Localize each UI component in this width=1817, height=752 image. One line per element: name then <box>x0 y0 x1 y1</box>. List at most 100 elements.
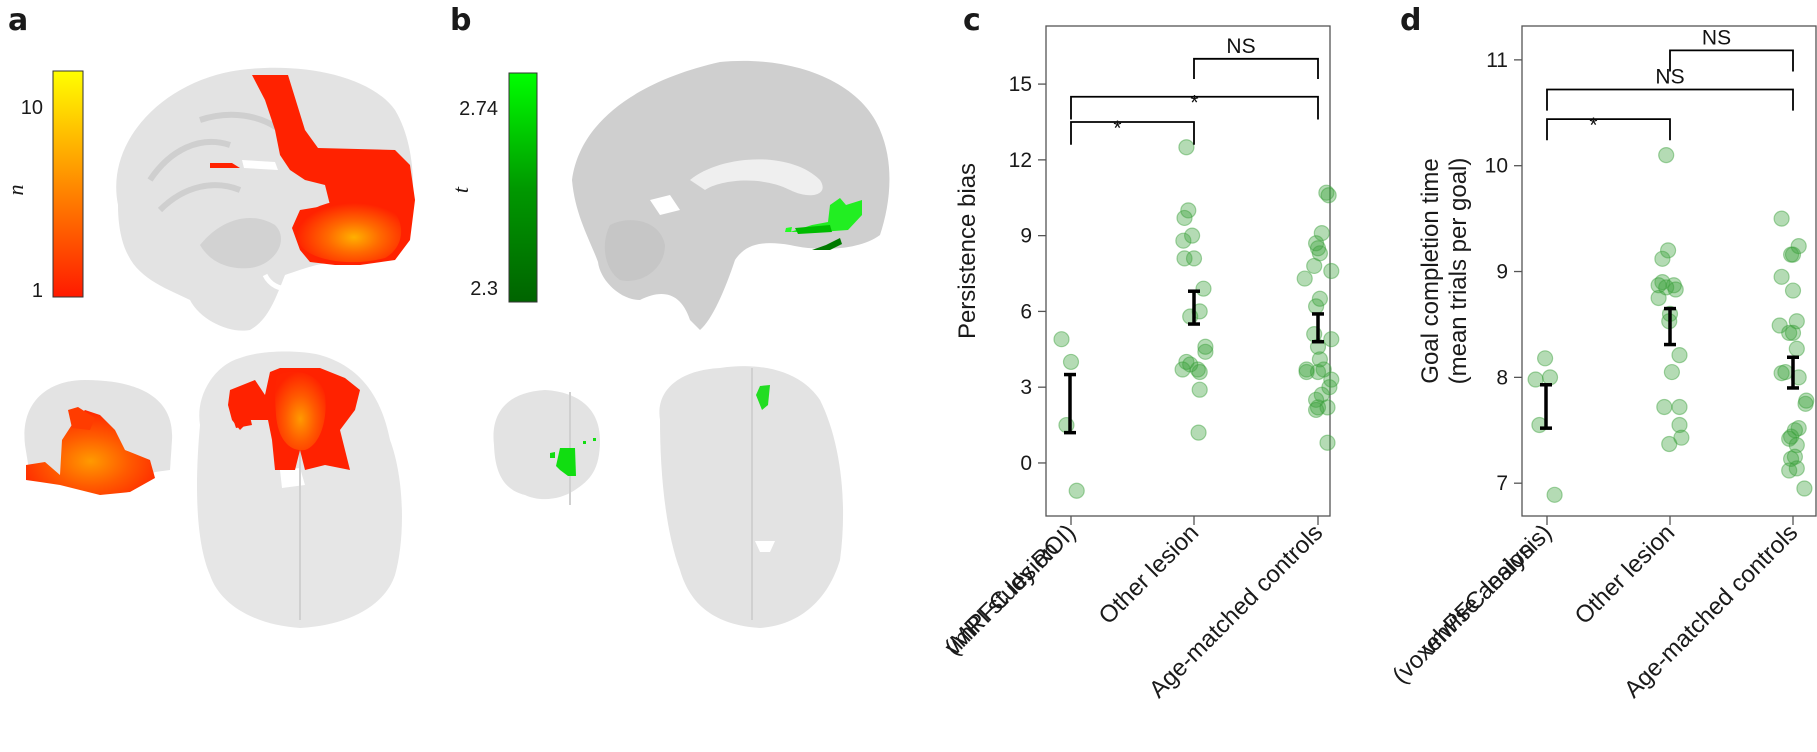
significance-bracket: * <box>1546 114 1671 141</box>
panel-a: 10 1 n <box>3 67 415 628</box>
data-point <box>1661 435 1678 453</box>
data-point <box>1190 424 1207 441</box>
data-point <box>1309 240 1327 257</box>
data-point <box>1650 289 1667 307</box>
significance-label: NS <box>1655 65 1684 88</box>
data-point <box>1068 482 1085 499</box>
y-tick-label: 12 <box>1009 149 1032 172</box>
error-bar <box>1064 372 1076 435</box>
data-point <box>1654 274 1671 291</box>
data-point <box>1315 361 1332 378</box>
series-points <box>1771 210 1815 497</box>
data-point <box>1650 277 1667 294</box>
data-point <box>1321 379 1338 396</box>
data-point <box>1781 430 1798 447</box>
data-point <box>1796 480 1813 497</box>
data-point <box>1773 365 1790 382</box>
y-axis-title: Goal completion time <box>1417 158 1444 383</box>
significance-bracket: NS <box>1546 65 1794 111</box>
data-point <box>1782 450 1800 467</box>
data-point <box>1323 371 1340 388</box>
data-point <box>1798 392 1815 409</box>
brain-axial-tmap <box>659 366 844 628</box>
data-point <box>1788 436 1805 454</box>
data-point <box>1197 343 1214 360</box>
data-point <box>1311 245 1329 262</box>
data-point <box>1323 331 1340 348</box>
series-points <box>1296 184 1340 451</box>
data-point <box>1176 209 1193 227</box>
data-point <box>1175 232 1192 249</box>
data-point <box>1189 361 1206 378</box>
data-point <box>1062 353 1080 371</box>
colorbar-t: 2.74 2.3 t <box>448 72 538 303</box>
data-point <box>1790 369 1807 386</box>
brain-axial-lesion-overlap <box>197 351 402 628</box>
colorbar-n-gradient <box>52 70 84 298</box>
y-tick-label: 6 <box>1020 300 1032 323</box>
series-points <box>1174 139 1214 441</box>
colorbar-n-title: n <box>3 185 28 196</box>
data-point <box>1671 398 1688 416</box>
data-point <box>1178 353 1195 371</box>
data-point <box>1784 282 1802 299</box>
data-point <box>1195 280 1212 297</box>
colorbar-t-title: t <box>448 186 473 193</box>
chart-d-goal-completion-time: 7 8 9 10 11 Goal completion time (mean trials … <box>1387 25 1817 703</box>
data-point <box>1663 363 1681 381</box>
panel-letter-a: a <box>8 3 29 38</box>
x-category-label: Other lesion <box>1094 519 1205 630</box>
significance-label: * <box>1113 117 1121 140</box>
data-point <box>1311 351 1329 368</box>
data-point <box>1182 356 1199 373</box>
data-point <box>1790 238 1807 255</box>
y-axis-title: (mean trials per goal) <box>1445 158 1472 385</box>
brain-coronal-tmap <box>493 390 600 505</box>
data-point <box>1307 401 1325 419</box>
data-point <box>1658 147 1675 164</box>
panel-letter-b: b <box>450 3 472 38</box>
data-point <box>1527 371 1544 388</box>
significance-bracket: NS <box>1669 26 1794 72</box>
error-bar <box>1664 306 1676 347</box>
y-tick-label: 0 <box>1020 452 1032 475</box>
data-point <box>1319 399 1336 416</box>
data-point <box>1176 250 1193 267</box>
data-point <box>1781 324 1798 342</box>
y-tick-label: 9 <box>1020 225 1032 248</box>
data-point <box>1784 246 1802 263</box>
data-point <box>1174 361 1191 378</box>
data-point <box>1053 331 1070 348</box>
significance-label: NS <box>1702 26 1731 49</box>
significance-bracket: * <box>1070 117 1195 145</box>
colorbar-n: 10 1 n <box>3 70 84 302</box>
data-point <box>1180 202 1197 219</box>
data-point <box>1788 340 1805 357</box>
series-points <box>1650 147 1690 453</box>
data-point <box>1320 187 1337 204</box>
error-bar <box>1312 312 1324 344</box>
data-point <box>1319 434 1336 451</box>
panel-letter-c: c <box>963 3 981 38</box>
data-point <box>1307 391 1325 408</box>
plot-frame <box>1045 25 1331 517</box>
data-point <box>1781 462 1798 479</box>
data-point <box>1307 298 1325 315</box>
significance-label: NS <box>1226 35 1255 58</box>
data-point <box>1309 363 1327 381</box>
data-point <box>1311 290 1329 307</box>
data-point <box>1782 428 1800 445</box>
data-point <box>1786 422 1804 439</box>
data-point <box>1773 268 1790 285</box>
data-point <box>1667 281 1684 298</box>
y-tick-label: 8 <box>1496 366 1508 389</box>
data-point <box>1790 420 1807 437</box>
brain-coronal-lesion-overlap <box>24 380 173 495</box>
data-point <box>1309 399 1327 416</box>
x-category-label: (MRI study ROI) <box>940 519 1082 661</box>
data-point <box>1659 242 1677 259</box>
y-tick-label: 10 <box>1485 155 1508 178</box>
significance-label: * <box>1589 114 1597 137</box>
data-point <box>1541 369 1559 386</box>
data-point <box>1313 225 1330 242</box>
